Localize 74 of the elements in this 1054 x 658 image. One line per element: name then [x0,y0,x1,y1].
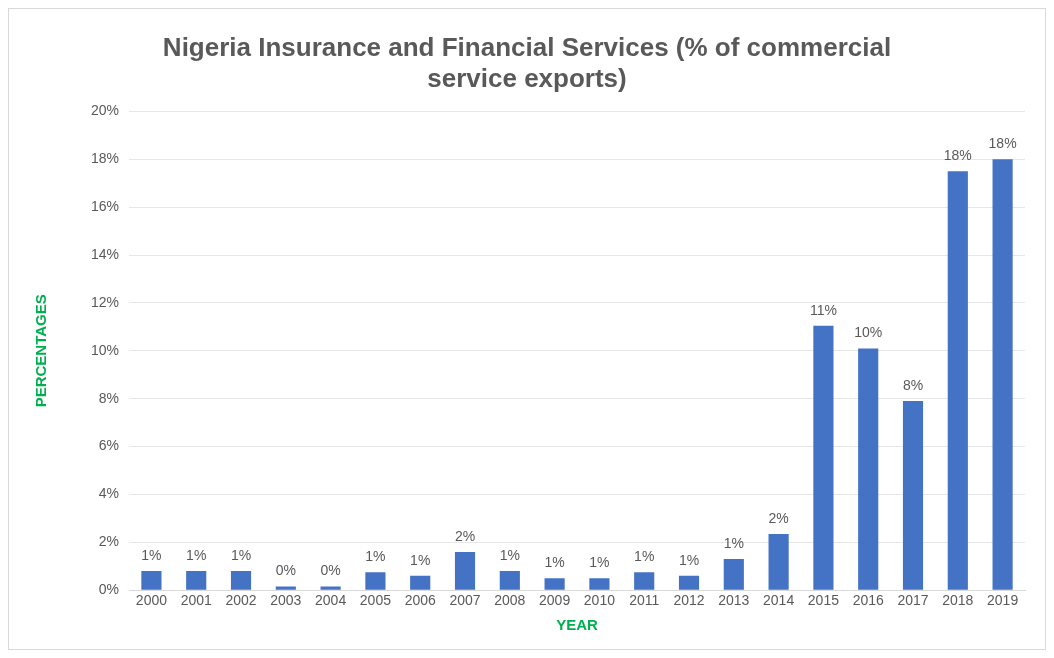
y-tick-label: 8% [98,389,120,406]
bar [275,586,296,590]
bar [589,578,610,590]
data-label: 18% [943,147,972,164]
x-tick-label: 2009 [539,592,571,609]
data-label: 1% [589,554,610,571]
x-axis-title: YEAR [556,616,599,634]
y-tick-label: 6% [98,437,120,454]
x-tick-label: 2015 [807,592,840,609]
x-tick-label: 2017 [897,592,929,609]
x-tick-label: 2006 [404,592,436,609]
bar [141,571,162,590]
bar [723,559,744,590]
x-tick-label: 2012 [673,592,705,609]
bar [499,571,520,590]
data-label: 11% [809,301,837,318]
x-tick-label: 2000 [135,592,168,609]
bar [365,572,386,590]
data-label: 8% [902,376,924,393]
data-label: 1% [634,548,655,565]
data-label: 1% [499,546,520,563]
bar [410,575,431,590]
data-label: 1% [544,554,565,571]
data-label: 10% [854,324,883,341]
bar [678,575,700,590]
x-tick-label: 2001 [180,592,212,609]
bar [230,571,252,590]
x-tick-label: 2007 [449,592,481,609]
x-tick-label: 2008 [494,592,526,609]
y-tick-label: 2% [98,533,120,550]
x-tick-label: 2018 [942,592,974,609]
x-tick-label: 2010 [583,592,616,609]
y-tick-label: 0% [98,581,120,598]
bar [186,571,207,590]
data-label: 0% [320,562,341,579]
data-label: 1% [141,546,162,563]
x-tick-label: 2005 [359,592,392,609]
x-tick-label: 2013 [718,592,750,609]
x-tick-label: 2004 [315,592,347,609]
data-label: 1% [186,546,207,563]
data-label: 2% [454,527,476,544]
data-label: 18% [988,135,1017,152]
y-tick-label: 10% [90,341,120,358]
y-tick-label: 20% [90,102,120,119]
bar [544,578,565,590]
data-label: 1% [365,548,386,565]
y-tick-label: 16% [90,198,120,215]
bar [634,572,655,590]
data-label: 0% [275,562,296,579]
x-tick-label: 2019 [987,592,1019,609]
bar [947,171,968,590]
x-tick-label: 2002 [225,592,257,609]
y-axis-title: PERCENTAGES [32,294,50,408]
y-tick-label: 14% [90,245,120,262]
y-tick-label: 18% [90,150,120,167]
x-tick-label: 2003 [270,592,302,609]
data-label: 1% [410,551,431,568]
bar [992,159,1013,590]
bar [813,325,834,590]
data-label: 1% [230,546,252,563]
bar [902,401,924,590]
x-tick-label: 2014 [763,592,795,609]
data-label: 1% [678,551,700,568]
data-label: 1% [723,534,744,551]
y-tick-label: 4% [98,485,120,502]
bar [454,551,476,590]
chart-title: Nigeria Insurance and Financial Services (% of commercial service exports) [162,31,892,93]
x-tick-label: 2011 [629,592,660,609]
data-label: 2% [768,509,789,526]
bar [858,348,879,590]
bar [768,533,789,590]
y-tick-label: 12% [90,293,120,310]
bar [320,586,341,590]
x-tick-label: 2016 [852,592,884,609]
